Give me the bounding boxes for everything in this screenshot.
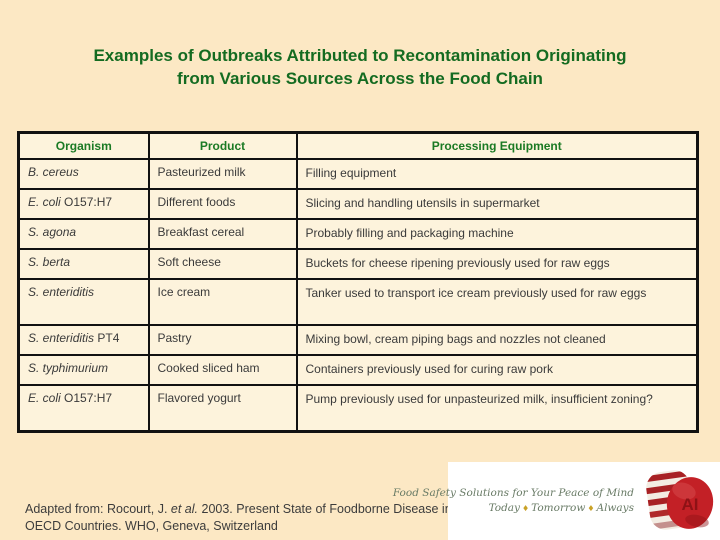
- product-cell: Flavored yogurt: [147, 384, 298, 433]
- product-cell: Pastry: [147, 324, 298, 356]
- organism-name: E. coli: [28, 391, 61, 405]
- outbreaks-table: Organism Product Processing Equipment B.…: [17, 131, 699, 433]
- organism-name: S. berta: [28, 255, 71, 269]
- equipment-cell: Mixing bowl, cream piping bags and nozzl…: [295, 324, 699, 356]
- tagline-today: Today: [488, 502, 520, 514]
- product-cell: Different foods: [147, 188, 298, 220]
- organism-suffix: O157:H7: [60, 391, 113, 405]
- table-row: B. cereus Pasteurized milk Filling equip…: [17, 158, 699, 190]
- tagline-tomorrow: Tomorrow: [531, 502, 586, 514]
- equipment-cell: Tanker used to transport ice cream previ…: [295, 278, 699, 326]
- aib-disc-stack-logo-icon: AI: [644, 468, 714, 532]
- equipment-cell: Containers previously used for curing ra…: [295, 354, 699, 386]
- organism-cell: S. agona: [17, 218, 150, 250]
- organism-suffix: O157:H7: [60, 195, 113, 209]
- citation-part1: Adapted from: Rocourt, J.: [25, 502, 171, 516]
- column-header-processing-equipment: Processing Equipment: [295, 131, 699, 160]
- page-title: Examples of Outbreaks Attributed to Reco…: [0, 44, 720, 90]
- organism-name: E. coli: [28, 195, 61, 209]
- column-header-organism: Organism: [17, 131, 150, 160]
- tagline-line-2: Today ♦ Tomorrow ♦ Always: [393, 501, 634, 516]
- product-cell: Cooked sliced ham: [147, 354, 298, 386]
- table-header-row: Organism Product Processing Equipment: [17, 131, 699, 160]
- equipment-cell: Probably filling and packaging machine: [295, 218, 699, 250]
- diamond-icon: ♦: [522, 504, 530, 513]
- table-row: S. enteriditis PT4 Pastry Mixing bowl, c…: [17, 324, 699, 356]
- table-row: S. berta Soft cheese Buckets for cheese …: [17, 248, 699, 280]
- organism-name: S. agona: [28, 225, 77, 239]
- logo-tagline: Food Safety Solutions for Your Peace of …: [393, 486, 634, 516]
- organism-name: B. cereus: [28, 165, 79, 179]
- organism-cell: S. typhimurium: [17, 354, 150, 386]
- product-cell: Ice cream: [147, 278, 298, 326]
- title-line-2: from Various Sources Across the Food Cha…: [177, 69, 543, 88]
- organism-suffix: PT4: [94, 331, 120, 345]
- equipment-cell: Filling equipment: [295, 158, 699, 190]
- table-row: S. typhimurium Cooked sliced ham Contain…: [17, 354, 699, 386]
- organism-cell: E. coli O157:H7: [17, 384, 150, 433]
- table-row: S. agona Breakfast cereal Probably filli…: [17, 218, 699, 250]
- organism-cell: S. berta: [17, 248, 150, 280]
- company-logo-panel: Food Safety Solutions for Your Peace of …: [393, 462, 720, 540]
- citation-part2: 2003. Present State of Foodborne Disease…: [25, 502, 452, 533]
- diamond-icon: ♦: [587, 504, 595, 513]
- organism-name: S. enteriditis: [28, 285, 95, 299]
- equipment-cell: Buckets for cheese ripening previously u…: [295, 248, 699, 280]
- citation-et-al: et al.: [170, 502, 199, 516]
- product-cell: Pasteurized milk: [147, 158, 298, 190]
- equipment-cell: Slicing and handling utensils in superma…: [295, 188, 699, 220]
- table-row: S. enteriditis Ice cream Tanker used to …: [17, 278, 699, 326]
- table-row: E. coli O157:H7 Flavored yogurt Pump pre…: [17, 384, 699, 433]
- tagline-always: Always: [596, 502, 634, 514]
- citation-text: Adapted from: Rocourt, J. et al. 2003. P…: [25, 501, 465, 535]
- equipment-cell: Pump previously used for unpasteurized m…: [295, 384, 699, 433]
- logo-monogram: AI: [682, 495, 699, 514]
- product-cell: Soft cheese: [147, 248, 298, 280]
- organism-name: S. typhimurium: [28, 361, 109, 375]
- organism-name: S. enteriditis: [28, 331, 95, 345]
- organism-cell: S. enteriditis PT4: [17, 324, 150, 356]
- title-line-1: Examples of Outbreaks Attributed to Reco…: [93, 46, 627, 65]
- organism-cell: E. coli O157:H7: [17, 188, 150, 220]
- table-row: E. coli O157:H7 Different foods Slicing …: [17, 188, 699, 220]
- organism-cell: S. enteriditis: [17, 278, 150, 326]
- organism-cell: B. cereus: [17, 158, 150, 190]
- tagline-line-1: Food Safety Solutions for Your Peace of …: [392, 487, 634, 499]
- product-cell: Breakfast cereal: [147, 218, 298, 250]
- column-header-product: Product: [147, 131, 298, 160]
